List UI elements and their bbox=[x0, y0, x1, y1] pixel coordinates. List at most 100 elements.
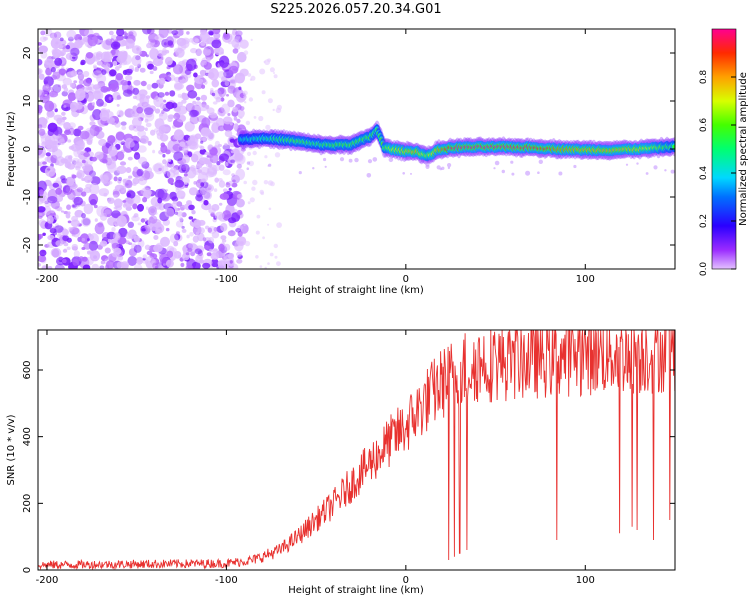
noise-blob bbox=[55, 240, 64, 247]
noise-blob bbox=[242, 90, 248, 96]
noise-blob bbox=[125, 206, 132, 211]
noise-blob bbox=[42, 118, 48, 125]
noise-blob bbox=[236, 193, 243, 199]
noise-blob bbox=[178, 76, 183, 80]
noise-blob bbox=[187, 90, 198, 99]
noise-blob bbox=[143, 107, 154, 115]
noise-blob bbox=[176, 211, 184, 217]
noise-blob bbox=[249, 197, 255, 203]
noise-blob bbox=[228, 65, 239, 74]
noise-blob bbox=[220, 97, 225, 102]
ridge-speckle bbox=[439, 167, 443, 171]
noise-blob bbox=[57, 233, 62, 239]
noise-blob bbox=[236, 163, 242, 169]
noise-blob bbox=[121, 125, 127, 130]
noise-blob bbox=[108, 96, 112, 101]
noise-blob bbox=[70, 189, 74, 193]
noise-blob bbox=[182, 165, 187, 171]
noise-blob bbox=[79, 130, 90, 140]
ridge-speckle bbox=[558, 171, 563, 176]
noise-blob bbox=[86, 86, 90, 91]
noise-blob bbox=[200, 145, 205, 150]
noise-blob bbox=[38, 206, 46, 213]
noise-blob bbox=[262, 236, 265, 240]
noise-blob bbox=[76, 149, 83, 155]
x-tick-label: 0 bbox=[403, 274, 409, 285]
noise-blob bbox=[185, 264, 194, 269]
noise-blob bbox=[61, 258, 67, 264]
noise-blob bbox=[154, 118, 165, 130]
noise-blob bbox=[202, 137, 207, 141]
noise-blob bbox=[85, 52, 94, 59]
noise-blob bbox=[237, 51, 247, 63]
noise-blob bbox=[88, 240, 98, 251]
noise-blob bbox=[144, 244, 151, 250]
noise-blob bbox=[106, 153, 117, 165]
noise-blob bbox=[202, 262, 211, 269]
noise-blob bbox=[149, 70, 154, 75]
noise-blob bbox=[89, 170, 96, 177]
noise-blob bbox=[234, 72, 246, 84]
noise-blob bbox=[191, 261, 201, 269]
noise-blob bbox=[215, 96, 222, 103]
noise-blob bbox=[63, 242, 69, 247]
noise-blob bbox=[163, 99, 167, 103]
noise-blob bbox=[237, 127, 242, 131]
noise-blob bbox=[77, 71, 83, 76]
noise-blob bbox=[158, 111, 168, 121]
noise-blob bbox=[235, 168, 246, 180]
noise-blob bbox=[166, 169, 176, 179]
noise-blob bbox=[221, 77, 228, 82]
ridge-speckle bbox=[447, 163, 452, 168]
noise-blob bbox=[270, 181, 275, 187]
ridge-speckle bbox=[511, 172, 515, 176]
noise-blob bbox=[243, 95, 247, 99]
noise-blob bbox=[116, 109, 125, 118]
noise-blob bbox=[200, 166, 210, 176]
noise-blob bbox=[176, 201, 183, 207]
noise-blob bbox=[127, 256, 137, 266]
noise-blob bbox=[195, 96, 201, 101]
noise-blob bbox=[193, 219, 202, 229]
noise-blob bbox=[65, 44, 71, 50]
noise-blob bbox=[63, 105, 67, 108]
ridge-speckle bbox=[298, 171, 302, 175]
noise-blob bbox=[222, 144, 231, 151]
noise-blob bbox=[156, 99, 159, 102]
noise-blob bbox=[113, 122, 117, 126]
noise-blob bbox=[185, 58, 197, 71]
ridge-speckle bbox=[423, 161, 427, 164]
noise-blob bbox=[276, 222, 282, 229]
noise-blob bbox=[44, 139, 55, 149]
snr-frame bbox=[37, 329, 676, 571]
noise-blob bbox=[142, 257, 146, 261]
noise-blob bbox=[179, 141, 186, 147]
noise-blob bbox=[232, 48, 239, 54]
noise-blob bbox=[122, 200, 127, 203]
noise-blob bbox=[73, 128, 82, 137]
noise-blob bbox=[116, 55, 127, 64]
noise-blob bbox=[43, 36, 49, 41]
noise-blob bbox=[98, 188, 110, 197]
x-tick-label: -200 bbox=[36, 274, 59, 285]
noise-blob bbox=[96, 98, 104, 107]
y-tick-label: 0 bbox=[22, 567, 33, 573]
noise-blob bbox=[89, 121, 96, 126]
noise-blob bbox=[202, 181, 209, 189]
noise-blob bbox=[264, 266, 267, 269]
spectrogram-x-axis-label: Height of straight line (km) bbox=[288, 285, 424, 296]
noise-blob bbox=[258, 115, 264, 122]
noise-blob bbox=[195, 231, 200, 236]
noise-blob bbox=[207, 72, 215, 79]
noise-blob bbox=[54, 57, 63, 66]
noise-blob bbox=[191, 210, 196, 215]
noise-blob bbox=[138, 156, 147, 165]
noise-blob bbox=[208, 236, 215, 244]
ridge-speckle bbox=[246, 161, 251, 165]
noise-blob bbox=[74, 140, 86, 150]
noise-blob bbox=[122, 50, 128, 57]
noise-blob bbox=[81, 191, 87, 197]
ridge-speckle bbox=[537, 171, 540, 174]
noise-blob bbox=[201, 84, 206, 89]
noise-blob bbox=[209, 147, 218, 156]
